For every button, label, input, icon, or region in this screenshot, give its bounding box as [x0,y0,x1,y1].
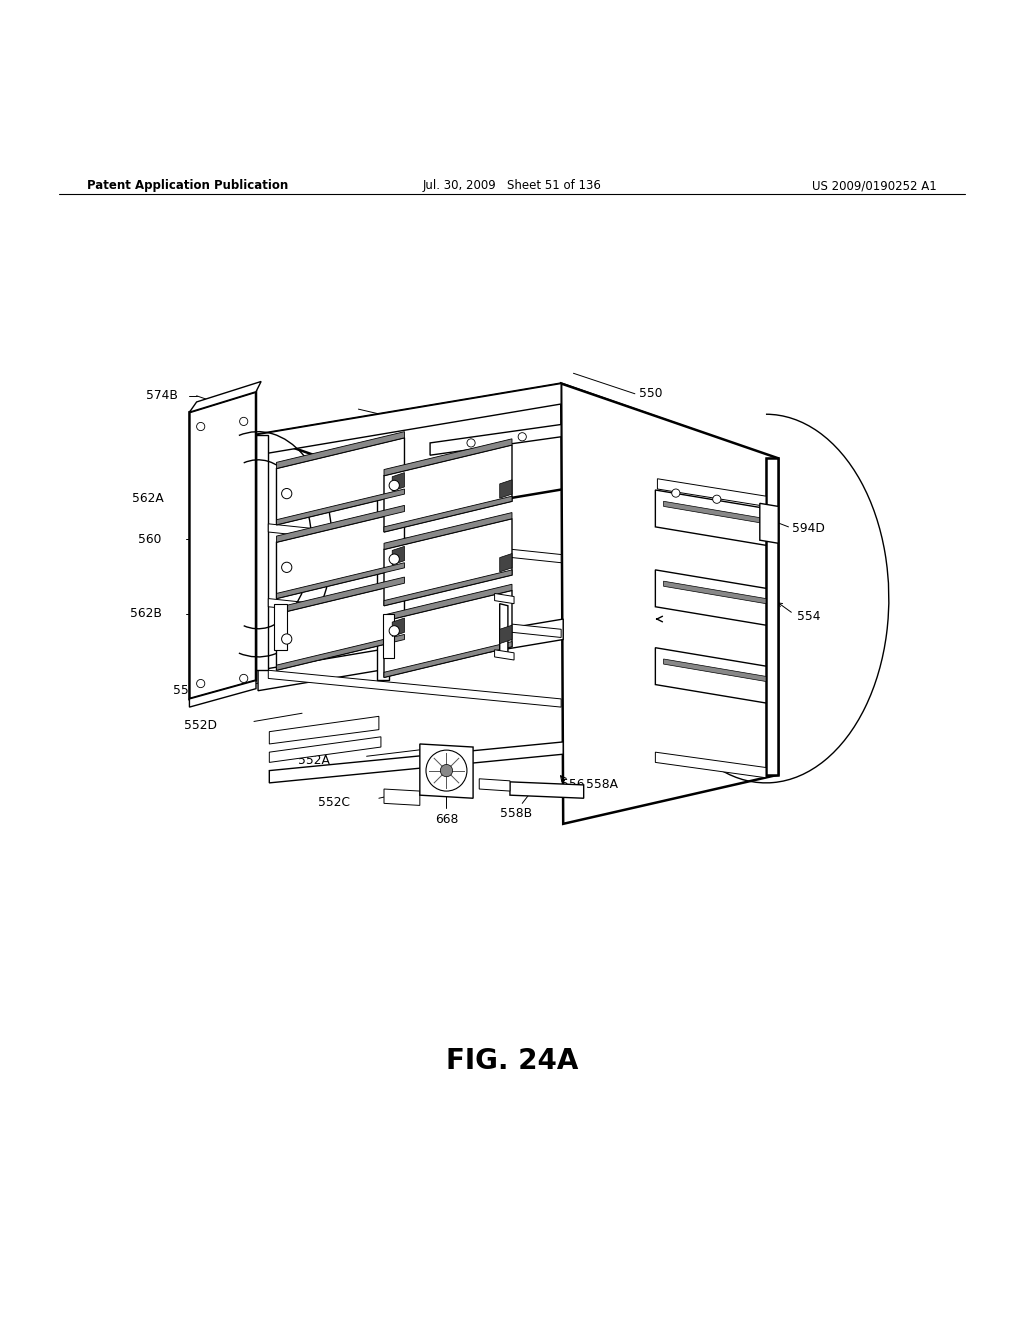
Polygon shape [276,583,404,671]
Polygon shape [276,577,404,614]
Polygon shape [392,546,404,565]
Polygon shape [377,449,401,455]
Text: Jul. 30, 2009   Sheet 51 of 136: Jul. 30, 2009 Sheet 51 of 136 [423,180,601,193]
Polygon shape [392,618,404,636]
Polygon shape [274,603,287,649]
Polygon shape [276,512,404,598]
Polygon shape [655,570,766,626]
Text: 550: 550 [639,387,663,400]
Polygon shape [500,479,512,498]
Polygon shape [664,581,766,603]
Polygon shape [268,524,561,562]
Polygon shape [384,519,512,606]
Polygon shape [384,445,512,532]
Polygon shape [384,585,512,622]
Text: 552C: 552C [318,796,350,809]
Polygon shape [766,458,778,775]
Polygon shape [495,649,514,660]
Polygon shape [495,594,514,603]
Polygon shape [760,503,778,544]
Text: 562B: 562B [130,607,162,620]
Polygon shape [664,659,766,681]
Circle shape [426,750,467,791]
Circle shape [240,675,248,682]
Polygon shape [655,490,766,545]
Polygon shape [268,671,561,708]
Circle shape [240,417,248,425]
Polygon shape [276,635,404,671]
Circle shape [282,562,292,573]
Polygon shape [256,384,561,455]
Text: 560: 560 [138,533,162,545]
Text: 552B: 552B [173,684,205,697]
Polygon shape [276,488,404,525]
Circle shape [389,480,399,491]
Polygon shape [383,614,394,657]
Polygon shape [655,648,766,704]
Polygon shape [655,752,766,777]
Circle shape [197,680,205,688]
Polygon shape [766,458,778,775]
Text: US 2009/0190252 A1: US 2009/0190252 A1 [812,180,937,193]
Text: FIG. 24A: FIG. 24A [445,1047,579,1076]
Circle shape [518,433,526,441]
Circle shape [389,554,399,564]
Polygon shape [392,473,404,491]
Polygon shape [276,432,404,469]
Polygon shape [276,506,404,543]
Polygon shape [384,789,420,805]
Circle shape [440,764,453,776]
Circle shape [467,438,475,447]
Polygon shape [256,434,268,671]
Text: 562A: 562A [132,492,164,504]
Polygon shape [276,438,404,525]
Polygon shape [189,681,256,708]
Text: 556: 556 [561,777,585,791]
Polygon shape [561,384,778,824]
Polygon shape [189,381,261,412]
Polygon shape [269,737,381,763]
Text: 558A: 558A [586,777,617,791]
Circle shape [713,495,721,503]
Polygon shape [189,392,256,698]
Text: 552D: 552D [184,719,217,733]
Polygon shape [258,619,563,690]
Polygon shape [384,496,512,532]
Circle shape [389,626,399,636]
Polygon shape [500,626,512,644]
Polygon shape [657,479,766,507]
Polygon shape [269,742,563,783]
Text: 594D: 594D [792,523,824,536]
Circle shape [282,488,292,499]
Polygon shape [384,570,512,606]
Polygon shape [430,425,561,455]
Polygon shape [500,603,508,653]
Polygon shape [384,590,512,677]
Polygon shape [664,502,766,524]
Polygon shape [384,642,512,677]
Polygon shape [256,384,766,507]
Polygon shape [269,717,379,744]
Polygon shape [384,512,512,549]
Polygon shape [276,562,404,598]
Polygon shape [384,438,512,475]
Polygon shape [420,744,473,799]
Circle shape [282,634,292,644]
Text: Patent Application Publication: Patent Application Publication [87,180,289,193]
Text: 558B: 558B [500,808,532,821]
Circle shape [672,488,680,498]
Polygon shape [500,553,512,572]
Circle shape [197,422,205,430]
Text: 552A: 552A [298,754,330,767]
Polygon shape [479,779,510,791]
Text: 574B: 574B [146,389,178,403]
Text: 594B: 594B [373,465,404,477]
Text: 554: 554 [797,610,820,623]
Text: 668: 668 [435,813,458,825]
Polygon shape [510,781,584,799]
Polygon shape [377,455,389,681]
Polygon shape [268,598,561,638]
